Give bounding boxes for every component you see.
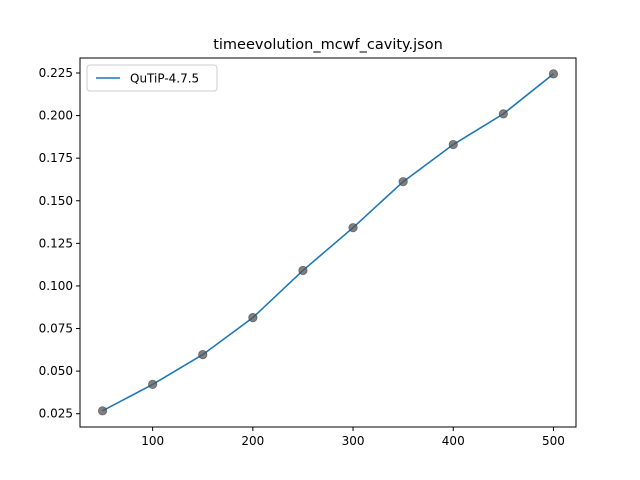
x-tick-label: 100	[141, 434, 164, 448]
x-tick-label: 200	[241, 434, 264, 448]
y-tick-label: 0.200	[39, 109, 73, 123]
plot-area: 100 200 300 400 500 0.025 0.050 0.075 0.100 0.125…	[39, 57, 577, 448]
data-point	[298, 265, 308, 276]
data-point	[198, 349, 208, 360]
y-tick-label: 0.125	[39, 236, 73, 250]
x-tick-label: 300	[342, 434, 365, 448]
axes-frame	[79, 57, 577, 428]
data-point	[398, 177, 408, 187]
y-tick-label: 0.150	[39, 194, 73, 208]
data-point	[97, 406, 108, 416]
y-tick-label: 0.100	[39, 279, 73, 293]
legend-label: QuTiP-4.7.5	[130, 72, 199, 86]
y-tick-label: 0.050	[39, 364, 73, 378]
x-tick-label: 500	[542, 434, 565, 448]
data-point	[248, 313, 258, 323]
y-tick-label: 0.225	[39, 66, 73, 80]
chart-title: timeevolution_mcwf_cavity.json	[213, 37, 443, 53]
y-tick-label: 0.025	[39, 407, 73, 421]
y-tick-label: 0.175	[39, 151, 73, 165]
data-point	[498, 109, 508, 119]
data-point	[448, 139, 458, 150]
data-point	[148, 379, 158, 390]
data-point	[548, 69, 559, 79]
series-line	[102, 73, 554, 412]
y-tick-label: 0.075	[39, 322, 73, 336]
data-point	[348, 223, 358, 233]
legend-box	[86, 64, 218, 92]
x-tick-label: 400	[442, 434, 465, 448]
